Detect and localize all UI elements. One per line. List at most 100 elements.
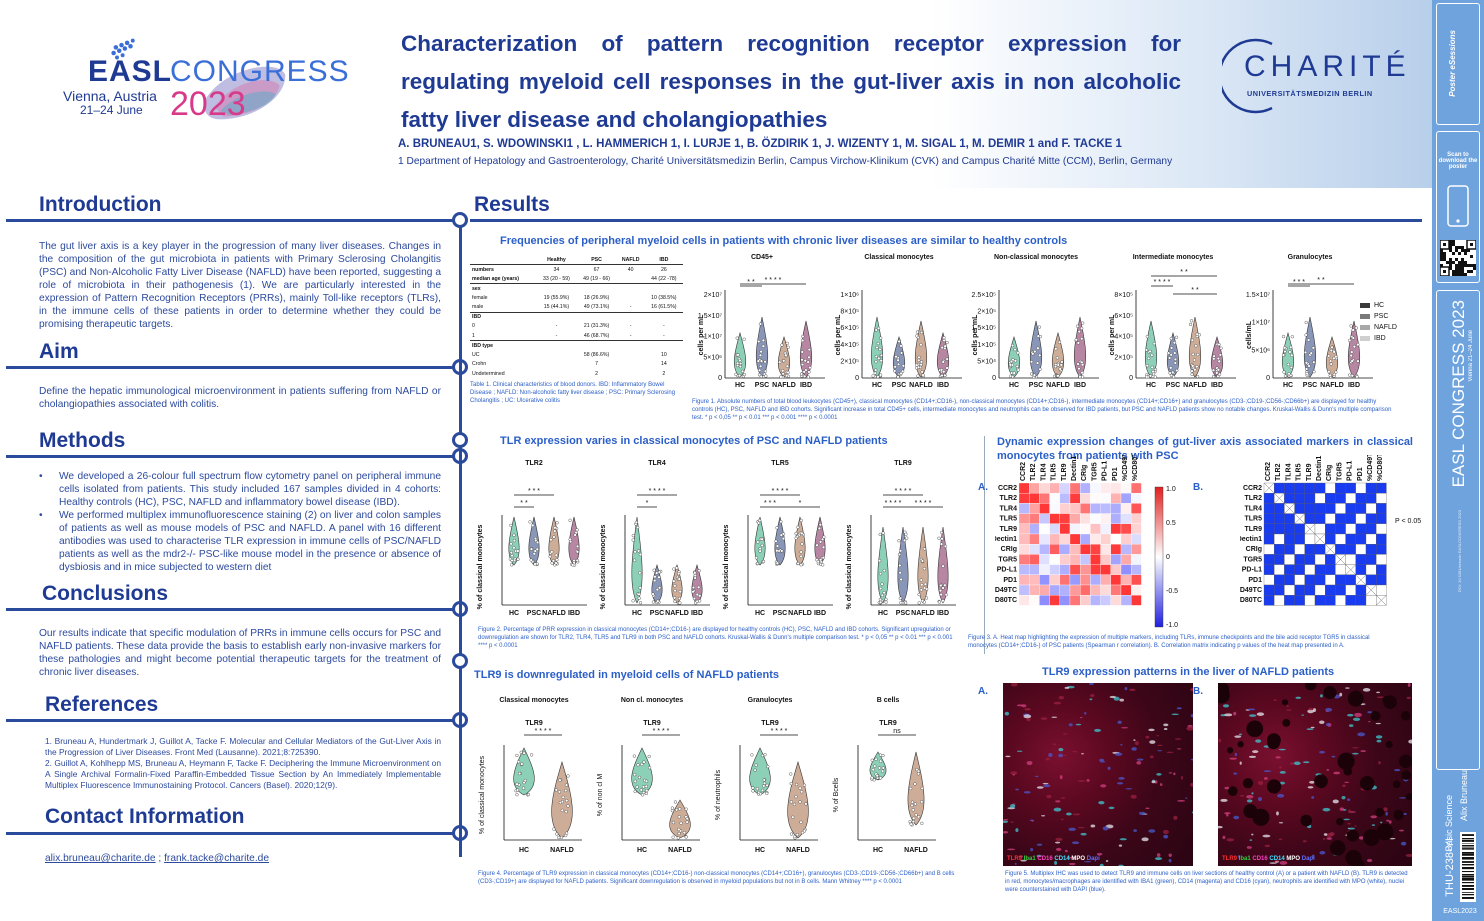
cell-signal (1348, 809, 1351, 814)
data-point (549, 538, 553, 542)
cell-signal (1326, 837, 1333, 840)
heatmap-cell (1069, 544, 1081, 555)
heatmap-cell (1080, 574, 1091, 586)
pmatrix-cell (1314, 595, 1326, 606)
cell-signal (1278, 822, 1284, 824)
qr-code[interactable] (1439, 239, 1477, 277)
data-point (1169, 353, 1173, 357)
data-point (920, 559, 925, 563)
pmatrix-cell (1355, 493, 1367, 504)
heatmap-cell (1049, 574, 1060, 586)
data-point (873, 764, 877, 768)
heatmap-cell (1080, 523, 1091, 535)
congress-wordmark: CONGRESS (170, 55, 350, 88)
cell-signal (1176, 707, 1182, 710)
data-point (1332, 350, 1336, 354)
heatmap-cell (1049, 544, 1060, 555)
data-point (1031, 352, 1035, 356)
cell-signal (1378, 761, 1381, 765)
heatmap-cell (1131, 584, 1142, 596)
y-tick-label: 4×10⁵ (840, 342, 859, 349)
data-point (884, 597, 888, 602)
y-axis-label: % of classical monocytes (723, 524, 730, 609)
barcode-bar (1462, 862, 1474, 863)
significance-label: * (646, 500, 649, 507)
table-cell: 26 (660, 266, 667, 273)
pmatrix-cell (1304, 544, 1316, 555)
cell-signal (1264, 844, 1271, 848)
x-tick-label: HC (509, 610, 519, 617)
cell-signal (1079, 716, 1083, 719)
pmatrix-cell (1365, 523, 1377, 535)
data-point (693, 573, 697, 578)
heatmap-cell (1080, 513, 1091, 524)
cell-signal (1367, 711, 1372, 714)
heatmap-col-label: %CD80TC (1132, 455, 1139, 481)
results-node-2 (452, 432, 468, 448)
pmatrix-cell (1294, 544, 1305, 555)
violin-shape (917, 526, 929, 604)
cell-signal (1154, 780, 1158, 784)
heatmap-cell (1059, 564, 1071, 575)
lipid-droplet (1226, 747, 1234, 754)
data-point (653, 575, 657, 579)
heatmap-cell (1100, 554, 1111, 565)
data-point (1191, 352, 1195, 356)
qr-module (1473, 267, 1476, 270)
pmatrix-col-label: TLR9 (1306, 463, 1313, 481)
fig1-panel: Intermediate monocytes8×10⁵6×10⁵4×10⁵2×1… (1109, 254, 1236, 389)
email-link-bruneau[interactable]: alix.bruneau@charite.de (45, 853, 156, 864)
cell-signal (1042, 782, 1049, 785)
barcode-bar (1462, 834, 1474, 835)
significance-label: * * * (528, 488, 540, 495)
sidebar-congress-text: EASL CONGRESS 2023 (1449, 300, 1468, 488)
aim-text: Define the hepatic immunological microen… (39, 386, 441, 410)
data-point (558, 801, 562, 805)
table-cell (617, 369, 645, 379)
data-point (1145, 375, 1149, 379)
data-point (785, 341, 789, 345)
data-point (879, 353, 884, 358)
pmatrix-cell (1345, 482, 1356, 494)
significance-label: * * * * (649, 488, 666, 495)
data-point (909, 786, 913, 791)
cell-signal (1352, 747, 1359, 749)
y-tick-label: 2×10⁵ (1114, 354, 1133, 361)
data-point (1153, 375, 1157, 379)
email-link-tacke[interactable]: frank.tacke@charite.de (164, 853, 270, 864)
cell-signal (1145, 807, 1150, 810)
data-point (638, 552, 642, 557)
fig2-panel-title: TLR9 (894, 460, 912, 467)
data-point (916, 374, 920, 378)
qr-module (1458, 264, 1461, 267)
data-point (760, 788, 765, 792)
colorbar-tick: 1.0 (1166, 486, 1176, 493)
data-point (644, 791, 649, 796)
data-point (512, 539, 516, 543)
data-point (899, 351, 904, 355)
pmatrix-col-label: Dectin1 (1316, 456, 1323, 481)
data-point (1011, 375, 1015, 379)
data-point (781, 537, 786, 541)
cell-signal (1308, 707, 1313, 711)
email-separator: ; (155, 853, 165, 864)
violin-shape (787, 760, 809, 839)
pmatrix-diagonal (1376, 595, 1387, 606)
data-point (808, 366, 812, 370)
data-point (761, 344, 765, 348)
qr-module (1449, 249, 1452, 252)
pmatrix-cell (1325, 595, 1336, 606)
heatmap-cell (1018, 554, 1030, 565)
cell-signal (1224, 713, 1233, 717)
cell-signal (1026, 718, 1031, 722)
data-point (550, 550, 554, 554)
heatmap-cell (1080, 544, 1091, 555)
data-point (874, 354, 878, 359)
heatmap-cell (1120, 533, 1132, 545)
data-point (754, 763, 758, 767)
data-point (515, 753, 519, 758)
data-point (678, 601, 682, 605)
heatmap-cell (1110, 554, 1122, 565)
qr-module (1440, 258, 1443, 261)
pmatrix-col-label: TLR5 (1296, 463, 1303, 481)
